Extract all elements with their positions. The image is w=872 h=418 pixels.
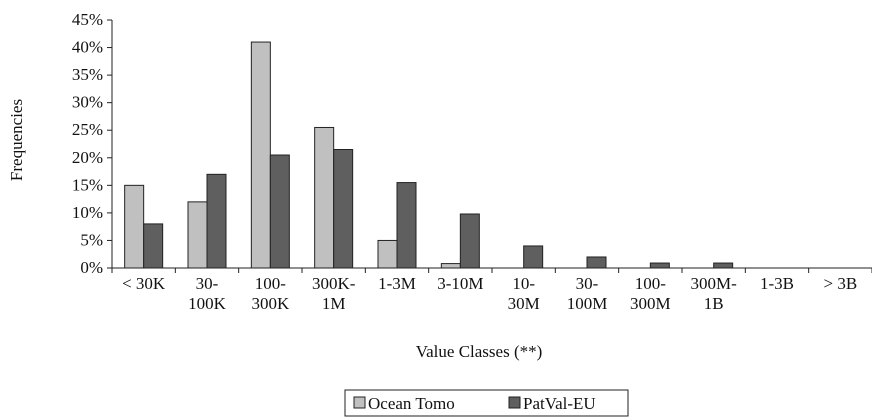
y-tick-label: 20%: [72, 148, 103, 167]
legend-box: [344, 389, 629, 417]
x-tick-label: 1-3B: [760, 274, 794, 293]
x-tick-label: 10-30M: [508, 274, 540, 313]
x-tick-label: < 30K: [122, 274, 166, 293]
legend-label-ocean-tomo: Ocean Tomo: [368, 394, 455, 413]
legend-swatch-ocean-tomo: [353, 396, 366, 409]
x-tick-label: 300M-1B: [691, 274, 738, 313]
x-tick-label: 300K-1M: [312, 274, 356, 313]
bar-ocean-tomo: [187, 201, 208, 269]
bar-patval-eu: [143, 223, 164, 269]
y-tick-label: 15%: [72, 175, 103, 194]
bar-patval-eu: [396, 182, 417, 269]
y-tick-label: 10%: [72, 203, 103, 222]
y-tick-label: 35%: [72, 65, 103, 84]
bar-patval-eu: [523, 245, 544, 269]
y-tick-label: 25%: [72, 120, 103, 139]
bar-patval-eu: [649, 262, 670, 269]
x-tick-label: 100-300M: [630, 274, 671, 313]
bar-ocean-tomo: [124, 184, 145, 269]
x-axis-ticks: < 30K 30-100K 100-300K 300K-1M 1-3M 3-10M 10-3…: [111, 268, 872, 313]
x-tick-label: 1-3M: [378, 274, 416, 293]
bar-patval-eu: [713, 262, 734, 269]
bar-ocean-tomo: [377, 239, 398, 269]
y-tick-label: 0%: [80, 258, 103, 277]
legend-swatch-patval-eu: [508, 396, 521, 409]
bar-patval-eu: [333, 149, 354, 269]
bar-ocean-tomo: [314, 126, 335, 269]
bar-ocean-tomo: [250, 41, 271, 269]
y-axis-title: Frequencies: [7, 99, 26, 181]
bar-patval-eu: [459, 213, 480, 269]
bar-ocean-tomo: [440, 263, 461, 269]
x-axis-title: Value Classes (**): [416, 342, 543, 361]
y-tick-label: 5%: [80, 230, 103, 249]
x-tick-label: 30-100M: [567, 274, 608, 313]
x-tick-label: > 3B: [823, 274, 857, 293]
legend-label-patval-eu: PatVal-EU: [523, 394, 596, 413]
y-tick-label: 30%: [72, 93, 103, 112]
x-tick-label: 100-300K: [251, 274, 290, 313]
bar-patval-eu: [586, 256, 607, 269]
bars: [124, 41, 734, 269]
bar-patval-eu: [206, 173, 227, 269]
y-tick-label: 40%: [72, 38, 103, 57]
x-tick-label: 30-100K: [188, 274, 227, 313]
x-tick-label: 3-10M: [437, 274, 483, 293]
y-tick-label: 45%: [72, 10, 103, 29]
legend: Ocean Tomo PatVal-EU: [344, 389, 629, 417]
y-axis-ticks: 0% 5% 10% 15% 20% 25% 30% 35% 40% 45%: [72, 10, 112, 277]
bar-patval-eu: [269, 154, 290, 269]
